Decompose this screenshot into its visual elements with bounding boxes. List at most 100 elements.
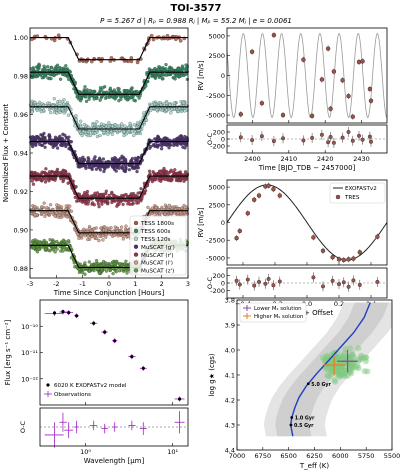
rv-phase-residual-point xyxy=(341,280,346,285)
transit-point xyxy=(63,68,68,72)
transit-point xyxy=(44,172,48,176)
rv-phase-residual-point xyxy=(237,282,242,287)
transit-point xyxy=(40,205,44,209)
transit-point xyxy=(97,238,101,243)
rv-time-point xyxy=(340,78,345,83)
hr-age-marker xyxy=(306,382,310,386)
transit-point xyxy=(55,111,59,115)
rv-time-residual-point xyxy=(350,138,355,143)
figure-subtitle: P = 5.267 d | Rₚ = 0.988 Rⱼ | Mₚ = 55.2 … xyxy=(100,17,292,25)
rv-phase-ytick-label: -2500 xyxy=(206,237,225,245)
transit-series xyxy=(28,131,190,174)
transit-point xyxy=(130,202,134,206)
transit-point xyxy=(59,137,64,142)
transit-point xyxy=(48,238,52,242)
transit-point xyxy=(165,33,170,38)
transit-point xyxy=(40,76,44,80)
transit-point xyxy=(52,240,56,244)
transit-ytick-label: 0.92 xyxy=(14,188,28,196)
transit-point xyxy=(52,73,56,78)
transit-point xyxy=(110,132,115,136)
transit-point xyxy=(92,268,96,273)
transit-point xyxy=(66,181,70,185)
transit-point xyxy=(159,67,164,71)
rv-time-residual-point xyxy=(259,134,264,139)
transit-point xyxy=(94,167,99,171)
transit-point xyxy=(185,77,190,82)
transit-point xyxy=(152,176,156,181)
rv-time-xtick-label: 2420 xyxy=(317,155,334,163)
transit-ytick-label: 1.00 xyxy=(14,34,28,42)
transit-point xyxy=(43,180,48,184)
transit-point xyxy=(132,98,136,102)
transit-point xyxy=(156,67,160,72)
transit-point xyxy=(177,206,182,211)
transit-point xyxy=(181,66,185,70)
hr-ylabel: log g★ (cgs) xyxy=(208,353,216,397)
rv-phase-point xyxy=(266,183,271,188)
transit-point xyxy=(88,133,93,138)
hr-posterior-point xyxy=(361,368,368,375)
hr-age-marker xyxy=(290,416,294,419)
rv-time-ytick-label: -5000 xyxy=(206,112,225,120)
rv-time-point xyxy=(238,112,244,117)
transit-point xyxy=(158,170,162,174)
transit-point xyxy=(164,101,169,105)
rv-time-residual-point xyxy=(328,134,333,139)
transit-point xyxy=(107,121,111,125)
rv-time-point xyxy=(331,69,337,74)
transit-point xyxy=(84,166,88,171)
rv-time-residual-point xyxy=(250,138,255,143)
rv-phase-residual-point xyxy=(277,279,282,284)
sed-legend-label: Observations xyxy=(54,392,91,398)
rv-time-ytick-label: 2500 xyxy=(208,52,225,60)
transit-point xyxy=(144,118,149,122)
rv-phase-residual-point xyxy=(375,279,380,284)
transit-point xyxy=(183,172,187,176)
sed-model-point xyxy=(141,366,145,370)
transit-point xyxy=(69,256,74,260)
sed-xtick-label: 10⁰ xyxy=(80,448,91,456)
hr-xtick-label: 7000 xyxy=(229,452,246,460)
rv-time-point xyxy=(319,77,325,82)
transit-point xyxy=(165,142,169,146)
transit-point xyxy=(56,241,61,246)
transit-point xyxy=(102,263,106,267)
hr-ytick-label: 4.2 xyxy=(225,397,235,405)
transit-point xyxy=(166,178,170,182)
transit-point xyxy=(92,122,97,127)
transit-point xyxy=(30,110,34,114)
transit-point xyxy=(111,271,115,276)
transit-point xyxy=(73,124,77,128)
transit-point xyxy=(83,85,87,89)
transit-xtick-label: -2 xyxy=(53,280,59,288)
transit-point xyxy=(88,226,92,231)
transit-point xyxy=(83,261,87,265)
rv-phase-legend-marker xyxy=(335,194,341,200)
transit-point xyxy=(55,146,60,150)
rv-phase-point xyxy=(346,257,351,262)
transit-point xyxy=(158,72,162,76)
transit-point xyxy=(160,108,164,113)
transit-point xyxy=(97,271,102,275)
rv-phase-point xyxy=(336,257,342,262)
rv-time-residual-point xyxy=(360,137,365,142)
transit-point xyxy=(33,204,37,209)
transit-point xyxy=(176,211,180,215)
transit-point xyxy=(170,107,174,111)
rv-phase-legend-label: TRES xyxy=(344,195,360,201)
transit-point xyxy=(52,97,56,101)
rv-time-residual-ylabel: O-C xyxy=(206,132,214,145)
transit-point xyxy=(124,164,128,169)
transit-point xyxy=(112,194,116,198)
transit-point xyxy=(140,195,144,199)
transit-point xyxy=(88,165,92,169)
transit-point xyxy=(56,66,60,71)
rv-time-ytick-label: 5000 xyxy=(208,32,225,40)
hr-age-marker xyxy=(289,423,293,427)
transit-point xyxy=(81,129,86,134)
rv-phase-residual-ylabel: O-C xyxy=(206,276,214,289)
transit-point xyxy=(135,165,139,169)
transit-point xyxy=(146,205,150,210)
transit-point xyxy=(170,176,174,181)
